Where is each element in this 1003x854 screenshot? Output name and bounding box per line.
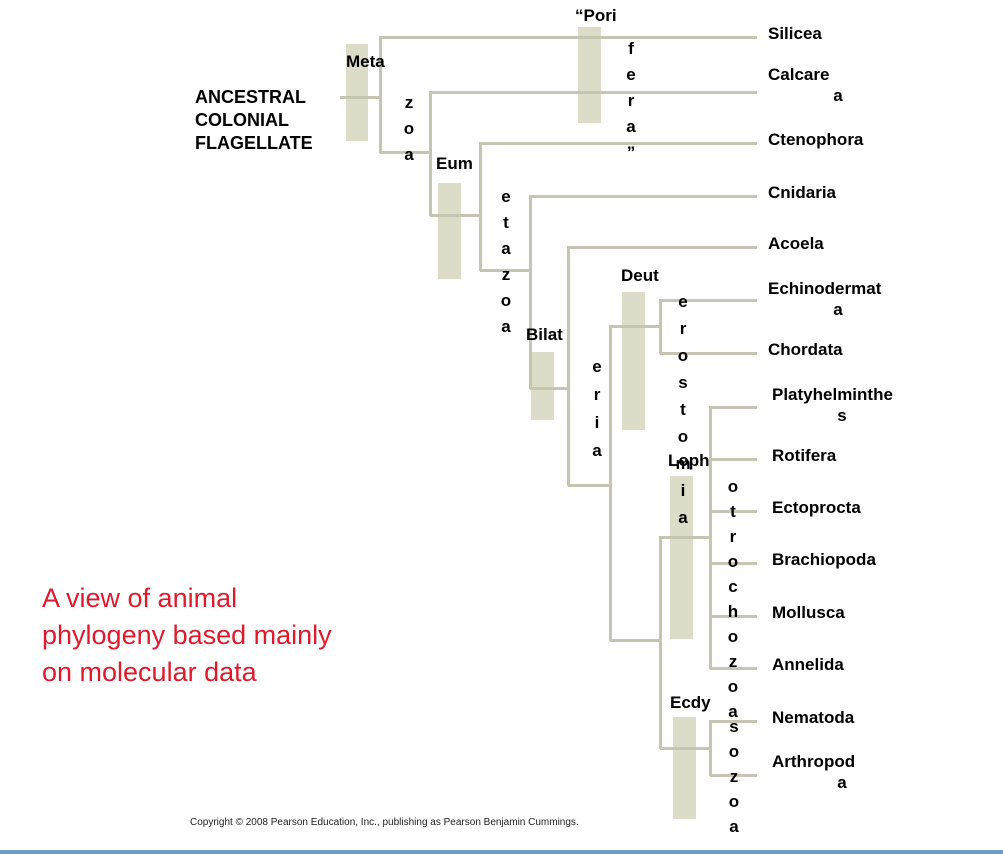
branch-line: [659, 536, 662, 749]
bottom-border: [0, 850, 1003, 854]
branch-line: [710, 774, 757, 777]
taxon-label-ctenophora: Ctenophora: [768, 129, 918, 150]
taxon-label-line: Annelida: [772, 655, 844, 674]
taxon-label-acoela: Acoela: [768, 233, 918, 254]
taxon-label-line: Brachiopoda: [772, 550, 876, 569]
clade-label-tail-ecdysozoa: s o z o a: [728, 717, 740, 836]
taxon-label-silicea: Silicea: [768, 23, 918, 44]
taxon-label-nematoda: Nematoda: [772, 707, 922, 728]
clade-label-bilateria: Bilat: [526, 325, 563, 344]
taxon-label-cnidaria: Cnidaria: [768, 182, 918, 203]
taxon-label-calcarea: Calcare a: [768, 64, 918, 106]
clade-bar-eumetazoa: [438, 183, 461, 279]
clade-label-tail-metazoa: z o a: [403, 93, 415, 164]
taxon-label-line: Acoela: [768, 234, 824, 253]
taxon-label-line: Calcare: [768, 65, 830, 84]
clade-bar-lophotrochozoa: [670, 476, 693, 639]
clade-label-metazoa: Meta: [346, 52, 385, 71]
taxon-label-line: Platyhelminthe: [772, 385, 893, 404]
taxon-label-platyhelminthes: Platyhelminthe s: [772, 384, 922, 426]
taxon-label-echinodermata: Echinodermat a: [768, 278, 918, 320]
clade-label-eumetazoa: Eum: [436, 154, 473, 173]
taxon-label-brachiopoda: Brachiopoda: [772, 549, 922, 570]
branch-line: [480, 142, 757, 145]
branch-line: [660, 352, 757, 355]
taxon-label-chordata: Chordata: [768, 339, 918, 360]
branch-line: [710, 510, 757, 513]
clade-label-tail-deuterostomia: e r o s t o m i a: [675, 292, 691, 527]
taxon-label-rotifera: Rotifera: [772, 445, 922, 466]
clade-bar-ecdysozoa: [673, 717, 696, 819]
branch-line: [568, 246, 757, 249]
clade-bar-metazoa: [346, 44, 368, 141]
caption-text: A view of animal phylogeny based mainly …: [42, 583, 332, 687]
taxon-label-annelida: Annelida: [772, 654, 922, 675]
branch-line: [660, 536, 712, 539]
branch-line: [568, 484, 612, 487]
branch-line: [709, 406, 712, 669]
taxon-label-line: Mollusca: [772, 603, 845, 622]
branch-line: [379, 36, 382, 153]
clade-bar-porifera: [578, 27, 601, 123]
branch-line: [710, 562, 757, 565]
branch-line: [530, 195, 757, 198]
taxon-label-line: a: [833, 300, 843, 319]
taxon-label-line: a: [837, 773, 847, 792]
taxon-label-mollusca: Mollusca: [772, 602, 922, 623]
branch-line: [659, 299, 662, 354]
clade-label-tail-porifera: f e r a ”: [626, 39, 636, 162]
taxon-label-arthropoda: Arthropod a: [772, 751, 922, 793]
taxon-label-line: Nematoda: [772, 708, 855, 727]
taxon-label-line: Arthropod: [772, 752, 856, 771]
taxon-label-line: Echinodermat: [768, 279, 882, 298]
taxon-label-line: Ctenophora: [768, 130, 864, 149]
taxon-label-line: a: [833, 86, 843, 105]
branch-line: [429, 91, 432, 216]
taxon-label-line: Ectoprocta: [772, 498, 861, 517]
branch-line: [380, 36, 757, 39]
branch-line: [710, 458, 757, 461]
branch-line: [567, 246, 570, 486]
copyright-text: Copyright © 2008 Pearson Education, Inc.…: [190, 817, 579, 828]
branch-line: [660, 747, 712, 750]
branch-line: [660, 299, 757, 302]
clade-bar-deuterostomia: [622, 292, 645, 430]
branch-line: [710, 615, 757, 618]
taxon-label-line: Chordata: [768, 340, 843, 359]
taxon-label-line: Rotifera: [772, 446, 837, 465]
branch-line: [709, 720, 712, 776]
branch-line: [340, 96, 382, 99]
branch-line: [430, 214, 482, 217]
ancestral-label: ANCESTRAL COLONIAL FLAGELLATE: [195, 87, 313, 153]
clade-label-deuterostomia: Deut: [621, 266, 659, 285]
clade-label-porifera: “Pori: [575, 6, 617, 25]
taxon-label-ectoprocta: Ectoprocta: [772, 497, 922, 518]
branch-line: [610, 639, 662, 642]
branch-line: [529, 195, 532, 389]
branch-line: [530, 387, 570, 390]
clade-label-lophotrochozoa: Loph: [668, 451, 710, 470]
branch-line: [609, 325, 612, 641]
taxon-label-line: Cnidaria: [768, 183, 837, 202]
clade-label-tail-eumetazoa: e t a z o a: [500, 187, 512, 336]
branch-line: [479, 142, 482, 271]
branch-line: [430, 91, 757, 94]
branch-line: [610, 325, 662, 328]
clade-label-ecdysozoa: Ecdy: [670, 693, 711, 712]
taxon-label-line: s: [837, 406, 847, 425]
taxon-label-line: Silicea: [768, 24, 822, 43]
branch-line: [480, 269, 532, 272]
clade-label-tail-lophotrochozoa: o t r o c h o z o a: [727, 477, 739, 721]
branch-line: [710, 667, 757, 670]
clade-label-tail-bilateria: e r i a: [592, 357, 602, 460]
branch-line: [710, 406, 757, 409]
branch-line: [710, 720, 757, 723]
branch-line: [380, 151, 432, 154]
clade-bar-bilateria: [531, 352, 554, 420]
